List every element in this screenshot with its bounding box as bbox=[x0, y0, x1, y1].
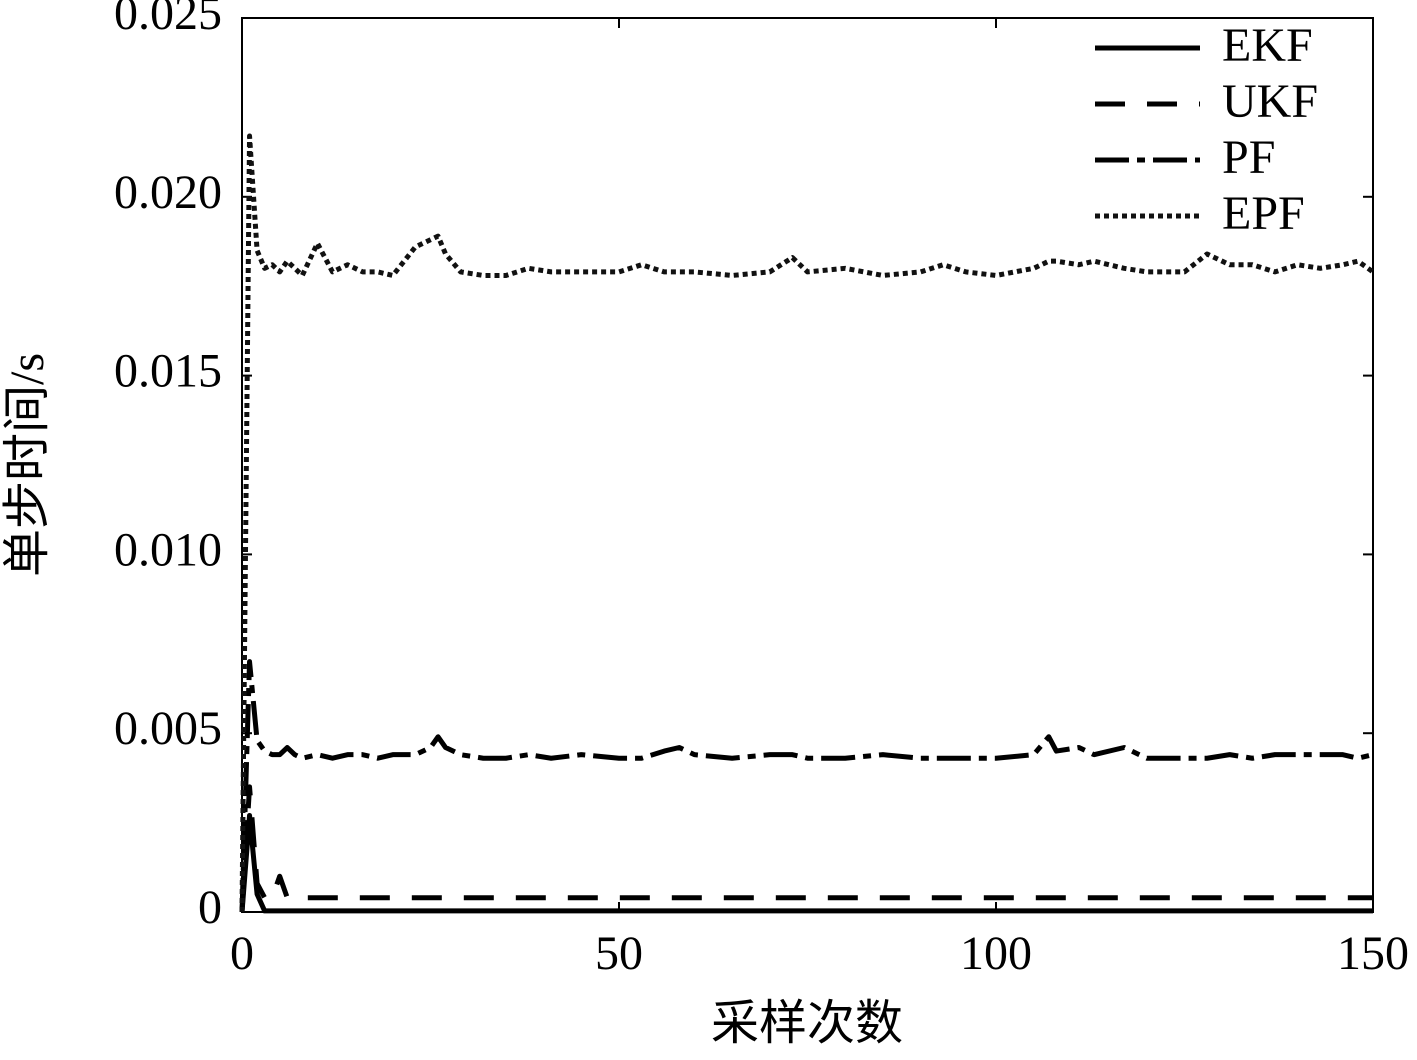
y-axis-label: 单步时间/s bbox=[1, 353, 54, 577]
y-tick-label: 0.015 bbox=[114, 345, 222, 398]
y-tick-label: 0.025 bbox=[114, 0, 222, 40]
y-tick-label: 0 bbox=[198, 881, 222, 934]
series-line bbox=[239, 784, 1373, 913]
series-line bbox=[239, 133, 1375, 913]
y-tick-label: 0.005 bbox=[114, 702, 222, 755]
plot-frame bbox=[241, 17, 1374, 913]
legend-label: EKF bbox=[1222, 19, 1313, 72]
x-tick-label: 100 bbox=[960, 927, 1032, 980]
series-line bbox=[239, 812, 1373, 914]
y-tick-label: 0.020 bbox=[114, 166, 222, 219]
legend-label: EPF bbox=[1222, 187, 1305, 240]
series-line bbox=[239, 659, 1374, 913]
x-axis-label: 采样次数 bbox=[711, 997, 903, 1050]
x-tick-label: 50 bbox=[595, 927, 643, 980]
x-tick-label: 150 bbox=[1337, 927, 1409, 980]
y-tick-label: 0.010 bbox=[114, 523, 222, 576]
legend-label: PF bbox=[1222, 131, 1275, 184]
legend-label: UKF bbox=[1222, 75, 1318, 128]
x-tick-label: 0 bbox=[230, 927, 254, 980]
